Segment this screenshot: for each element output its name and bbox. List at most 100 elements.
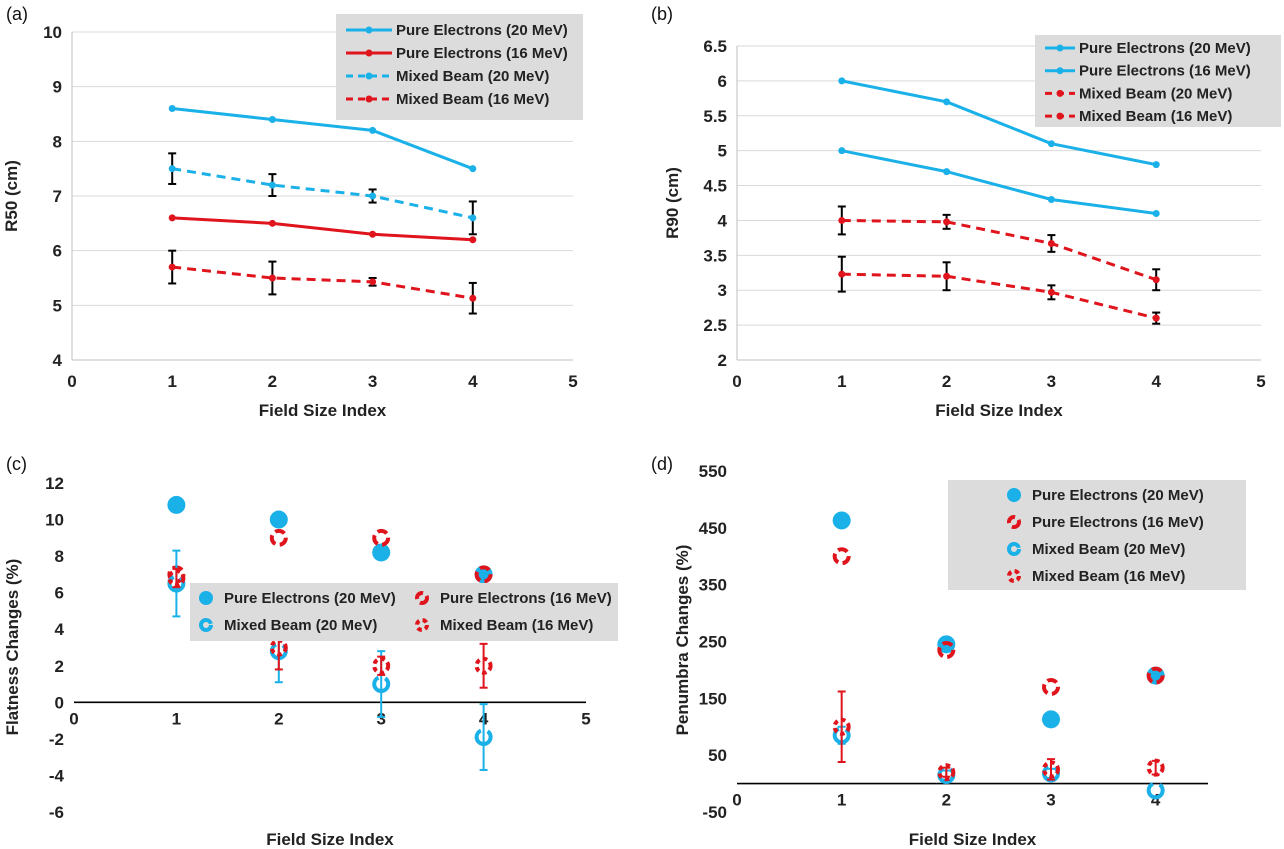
legend-marker <box>1056 89 1064 97</box>
y-tick-label: 2 <box>55 657 64 676</box>
series-4 <box>168 249 477 315</box>
y-tick-label: 4 <box>55 620 65 639</box>
x-axis-title: Field Size Index <box>935 401 1063 420</box>
data-point <box>1047 288 1055 296</box>
x-tick-label: 4 <box>1151 791 1161 810</box>
data-point <box>369 192 377 200</box>
data-point <box>268 115 276 123</box>
x-axis-title: Field Size Index <box>266 830 394 849</box>
y-tick-label: 6.5 <box>703 37 727 56</box>
series-1 <box>167 495 493 584</box>
data-point <box>832 547 851 566</box>
x-tick-label: 0 <box>732 372 741 391</box>
data-point <box>1042 760 1060 779</box>
legend-label: Mixed Beam (20 MeV) <box>1079 85 1232 102</box>
y-tick-label: 9 <box>53 78 62 97</box>
y-tick-label: 0 <box>55 693 64 712</box>
data-point <box>372 543 391 562</box>
data-point <box>469 294 477 302</box>
y-tick-label: -6 <box>49 803 64 822</box>
y-tick-label: 5 <box>53 296 62 315</box>
series-1 <box>168 105 477 173</box>
data-point <box>269 528 288 547</box>
legend-label: Mixed Beam (20 MeV) <box>396 68 549 85</box>
data-point <box>1047 239 1055 247</box>
y-tick-label: -4 <box>49 766 65 785</box>
series-line <box>172 265 474 300</box>
y-tick-label: 150 <box>699 689 727 708</box>
legend-label: Mixed Beam (16 MeV) <box>1079 108 1232 125</box>
legend-box <box>948 480 1246 590</box>
x-tick-label: 5 <box>1256 372 1265 391</box>
data-point <box>469 214 477 222</box>
y-tick-label: 250 <box>699 633 727 652</box>
legend-label: Pure Electrons (20 MeV) <box>396 22 568 39</box>
data-point <box>269 510 288 529</box>
x-tick-label: 0 <box>69 709 78 728</box>
chart-panel-2: (b) 2 2.5 3 3.5 4 4.5 5 5.5 6 6.5 0 1 2 3 4 5 Field Size … <box>651 4 1281 420</box>
legend-marker <box>415 618 429 632</box>
data-point <box>369 278 377 286</box>
legend-label: Pure Electrons (16 MeV) <box>1079 63 1251 80</box>
data-point <box>1146 666 1165 685</box>
series-line <box>172 216 473 242</box>
series-line <box>841 272 1157 320</box>
legend-marker <box>1056 67 1064 75</box>
series-2 <box>832 547 1165 696</box>
panel-label: (a) <box>6 4 28 24</box>
data-point <box>943 218 951 226</box>
data-point <box>167 569 186 588</box>
data-point <box>1152 161 1160 169</box>
y-tick-label: 12 <box>45 474 64 493</box>
y-tick-label: 4.5 <box>703 177 727 196</box>
legend-marker <box>365 72 373 80</box>
x-tick-label: 3 <box>368 372 377 391</box>
y-axis-title: Penumbra Changes (%) <box>673 545 692 736</box>
data-point <box>937 641 956 660</box>
data-point <box>268 181 276 189</box>
y-axis-title: Flatness Changes (%) <box>3 559 22 736</box>
data-point <box>832 511 851 530</box>
legend-marker <box>1056 44 1064 52</box>
x-tick-label: 1 <box>837 372 846 391</box>
legend-label: Mixed Beam (20 MeV) <box>224 617 377 634</box>
data-point <box>1047 140 1055 148</box>
y-tick-label: 7 <box>53 187 62 206</box>
data-point <box>372 656 391 675</box>
legend: Pure Electrons (20 MeV) Pure Electrons (1… <box>336 14 583 120</box>
legend-marker <box>1007 488 1021 502</box>
y-tick-label: 350 <box>699 576 727 595</box>
data-point <box>168 165 176 173</box>
data-point <box>167 495 186 514</box>
legend: Pure Electrons (20 MeV) Pure Electrons (1… <box>1035 35 1281 127</box>
y-tick-label: 4 <box>53 351 63 370</box>
y-tick-label: 3 <box>718 281 727 300</box>
legend-label: Pure Electrons (16 MeV) <box>396 45 568 62</box>
data-point <box>943 168 951 176</box>
data-point <box>369 126 377 134</box>
legend-box <box>1035 35 1281 127</box>
panel-label: (b) <box>651 4 673 24</box>
data-point <box>168 263 176 271</box>
y-tick-label: 6 <box>55 584 64 603</box>
panel-label: (d) <box>651 454 673 474</box>
x-tick-label: 4 <box>468 372 478 391</box>
data-point <box>168 214 176 222</box>
series-line <box>841 149 1157 215</box>
y-tick-label: -2 <box>49 730 64 749</box>
data-point <box>1152 276 1160 284</box>
series-3 <box>837 205 1161 292</box>
data-point <box>469 236 477 244</box>
legend-marker <box>1007 542 1021 556</box>
y-axis-title: R50 (cm) <box>2 160 21 232</box>
data-point <box>469 165 477 173</box>
series-line <box>171 167 474 220</box>
data-point <box>838 77 846 85</box>
legend-marker <box>1007 515 1021 529</box>
legend-marker <box>199 591 213 605</box>
x-tick-label: 2 <box>942 372 951 391</box>
legend: Pure Electrons (20 MeV) Pure Electrons (1… <box>190 583 618 641</box>
series-2 <box>168 214 477 244</box>
data-point <box>372 528 391 547</box>
legend-box <box>336 14 583 120</box>
